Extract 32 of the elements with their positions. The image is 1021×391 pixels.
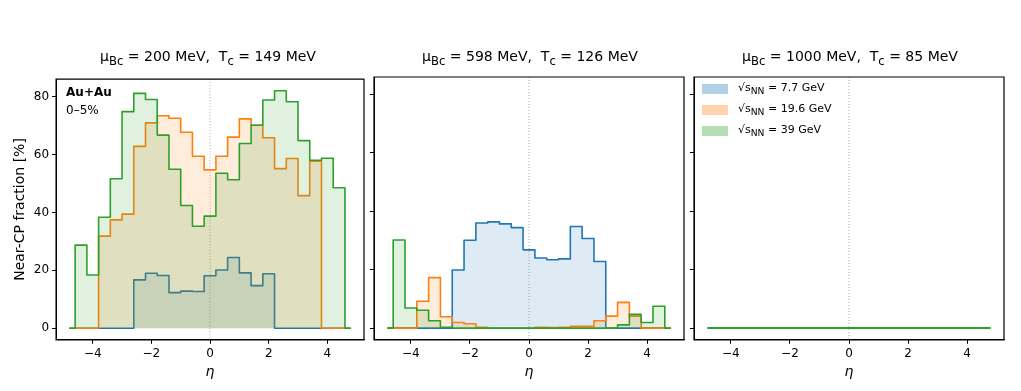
x-tick-label: −2 <box>461 346 479 361</box>
y-tick-label: 80 <box>33 88 50 103</box>
x-tick-label: 0 <box>525 346 533 361</box>
x-tick-label: 2 <box>264 346 273 361</box>
legend-label: √s$_{NN}$ = 19.6 GeV <box>738 101 832 118</box>
x-tick-label: 0 <box>845 346 853 361</box>
y-tick-label: 40 <box>33 204 50 219</box>
chart-title: μ$_{Bc}$ = 1000 MeV, T$_{c}$ = 85 MeV <box>741 48 959 68</box>
x-tick-label: 2 <box>904 346 912 361</box>
x-axis-title: η <box>205 363 215 380</box>
x-tick-label: 2 <box>584 346 592 361</box>
y-tick-label: 20 <box>33 262 50 277</box>
chart-title: μ$_{Bc}$ = 200 MeV, T$_{c}$ = 149 MeV <box>99 48 317 68</box>
x-tick-label: −2 <box>781 346 799 361</box>
x-tick-label: 4 <box>643 346 651 361</box>
x-tick-label: 0 <box>206 346 214 361</box>
annotation: Au+Au <box>66 85 112 100</box>
y-axis-title: Near-CP fraction [%] <box>11 138 28 281</box>
annotation: 0–5% <box>66 103 99 118</box>
x-tick-label: 4 <box>963 346 971 361</box>
x-tick-label: −2 <box>142 346 161 361</box>
x-axis-title: η <box>844 363 854 380</box>
legend-label: √s$_{NN}$ = 7.7 GeV <box>738 80 825 97</box>
y-tick-label: 0 <box>41 320 50 335</box>
x-tick-label: −4 <box>402 346 420 361</box>
x-tick-label: −4 <box>83 346 102 361</box>
legend-label: √s$_{NN}$ = 39 GeV <box>738 122 821 139</box>
x-tick-label: 4 <box>323 346 332 361</box>
x-tick-label: −4 <box>722 346 740 361</box>
y-tick-label: 60 <box>33 146 50 161</box>
chart-title: μ$_{Bc}$ = 598 MeV, T$_{c}$ = 126 MeV <box>421 48 639 68</box>
x-axis-title: η <box>524 363 534 380</box>
